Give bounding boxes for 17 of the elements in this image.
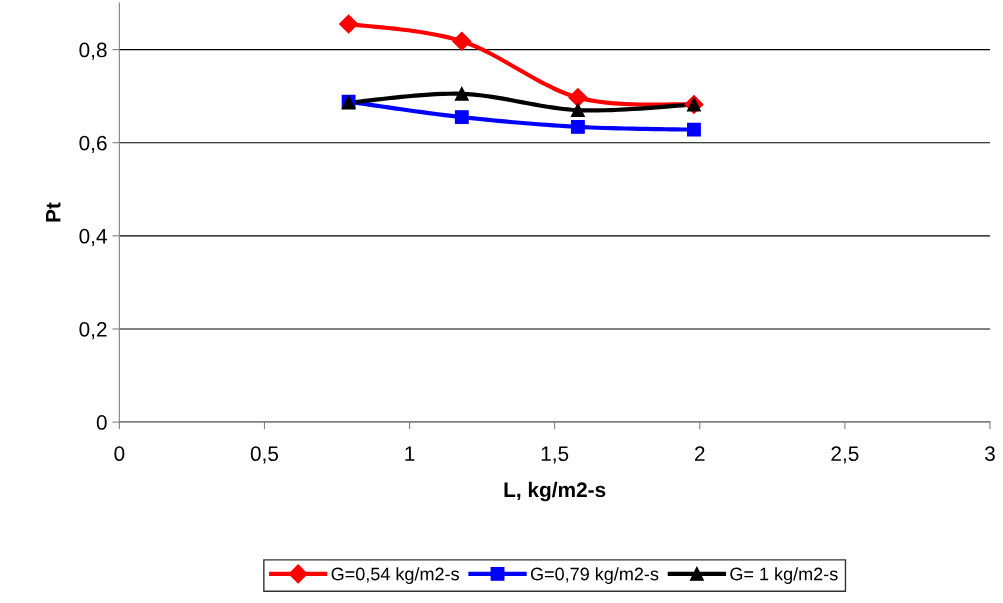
x-tick-label: 1,5 xyxy=(541,446,569,464)
y-tick-label: 0,4 xyxy=(79,228,107,247)
x-tick-label: 3 xyxy=(984,446,995,462)
legend-label: G=0,54 kg/m2-s xyxy=(331,567,459,584)
x-tick-label: 1 xyxy=(405,446,415,461)
x-tick-label: 2 xyxy=(695,446,705,461)
y-axis-title: Pt xyxy=(46,202,61,222)
y-tick-label: 0,6 xyxy=(79,135,107,153)
y-tick-label: 0,8 xyxy=(79,42,107,60)
x-tick-label: 0,5 xyxy=(250,446,279,464)
y-tick-label: 0,2 xyxy=(79,321,107,340)
legend-label: G= 1 kg/m2-s xyxy=(730,567,838,584)
x-axis-title: L, kg/m2-s xyxy=(504,481,606,502)
legend-label: G=0,79 kg/m2-s xyxy=(530,567,659,584)
y-tick-label: 0 xyxy=(96,415,107,430)
x-tick-label: 2,5 xyxy=(831,446,859,464)
x-tick-label: 0 xyxy=(114,446,125,462)
